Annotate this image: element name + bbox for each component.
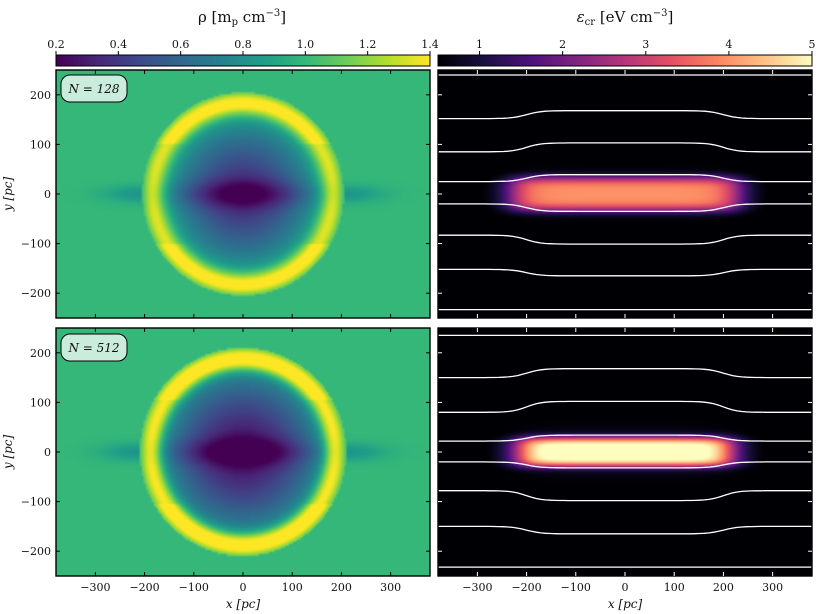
- y-tick-label: 200: [30, 89, 51, 102]
- x-tick-label: 200: [331, 581, 352, 594]
- x-tick-label: −300: [462, 581, 492, 594]
- field-lines-n128: [438, 74, 812, 311]
- cr-colorbar: 1 2 3 4 5: [437, 38, 816, 67]
- colorbar-tick-label: 0.2: [47, 38, 65, 51]
- y-axis-label-top: y [pc]: [1, 177, 15, 213]
- y-tick-label: 100: [30, 396, 51, 409]
- x-tick-label: 0: [240, 581, 247, 594]
- colorbar-tick-label: 0.8: [234, 38, 252, 51]
- colorbar-tick-label: 0.6: [172, 38, 190, 51]
- y-tick-label: 0: [44, 188, 51, 201]
- colorbar-tick-label: 3: [642, 38, 649, 51]
- badge-n128-text: N = 128: [67, 82, 119, 96]
- field-line: [438, 174, 812, 183]
- colorbar-tick-label: 1.2: [359, 38, 377, 51]
- field-line: [438, 525, 812, 535]
- cr-colorbar-title: εcr [eV cm−3]: [577, 8, 674, 28]
- density-colorbar-title: ρ [mp cm−3]: [198, 8, 286, 28]
- x-tick-label: 0: [622, 581, 629, 594]
- badge-n512-text: N = 512: [67, 341, 119, 355]
- y-tick-label: 100: [30, 138, 51, 151]
- field-line: [438, 400, 812, 413]
- field-line: [438, 434, 812, 442]
- field-line: [438, 234, 812, 245]
- x-tick-label: −100: [179, 581, 209, 594]
- badge-n128: N = 128: [60, 74, 128, 103]
- y-tick-label: −200: [21, 545, 51, 558]
- colorbar-tick-label: 1.0: [297, 38, 315, 51]
- x-tick-label: 200: [713, 581, 734, 594]
- y-tick-label: −100: [21, 496, 51, 509]
- x-tick-label: 100: [664, 581, 685, 594]
- x-tick-label: 300: [380, 581, 401, 594]
- panel-density-n128: [55, 69, 431, 319]
- colorbar-tick-label: 4: [725, 38, 732, 51]
- y-tick-label: −100: [21, 238, 51, 251]
- field-line: [438, 203, 812, 213]
- colorbar-tick-label: 2: [559, 38, 566, 51]
- field-line: [438, 461, 812, 469]
- field-lines-n512: [438, 334, 812, 568]
- x-tick-label: 100: [282, 581, 303, 594]
- field-line: [438, 490, 812, 502]
- y-axis-label-bottom: y [pc]: [1, 435, 15, 471]
- x-tick-label: −300: [80, 581, 110, 594]
- field-line: [438, 268, 812, 277]
- badge-n512: N = 512: [60, 333, 128, 362]
- panel-density-n512: [55, 327, 431, 577]
- x-tick-label: 300: [762, 581, 783, 594]
- x-tick-label: −200: [511, 581, 541, 594]
- panel-cr-n128: [437, 69, 813, 319]
- panel-cr-n512: [437, 327, 813, 577]
- axis-ticks: 200 100 0 −100 −200 −300 −200 −100 0 100 200 300 200…: [21, 70, 812, 594]
- field-line: [438, 142, 812, 153]
- y-tick-label: 0: [44, 446, 51, 459]
- field-line: [438, 110, 812, 120]
- y-tick-label: −200: [21, 287, 51, 300]
- x-tick-label: −200: [129, 581, 159, 594]
- density-colorbar: 0.2 0.4 0.6 0.8 1.0 1.2 1.4: [47, 38, 439, 67]
- colorbar-tick-label: 1: [476, 38, 483, 51]
- colorbar-tick-label: 0.4: [110, 38, 128, 51]
- field-line: [438, 368, 812, 379]
- colorbar-tick-label: 5: [809, 38, 816, 51]
- x-axis-label-right: x [pc]: [608, 597, 643, 611]
- y-tick-label: 200: [30, 347, 51, 360]
- x-axis-label-left: x [pc]: [226, 597, 261, 611]
- colorbar-tick-label: 1.4: [421, 38, 439, 51]
- x-tick-label: −100: [561, 581, 591, 594]
